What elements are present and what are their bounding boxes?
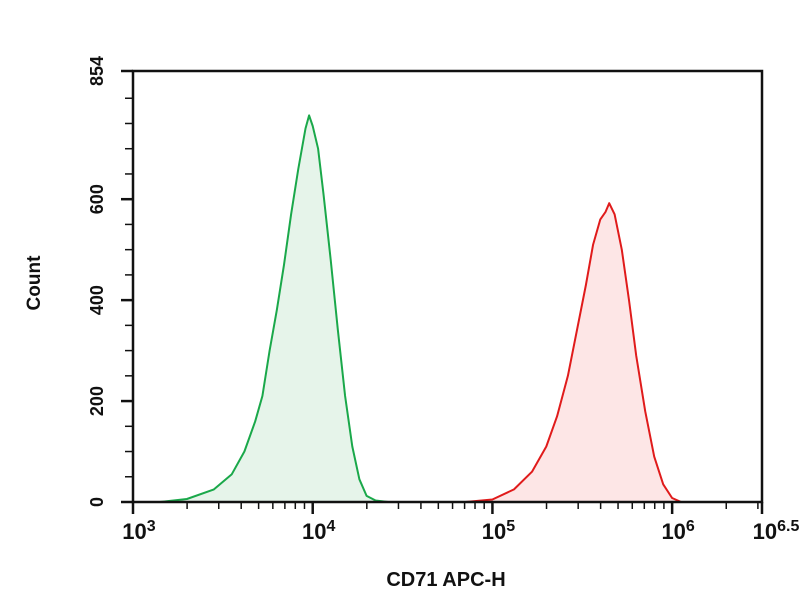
y-tick-label: 854 [87, 56, 107, 86]
y-tick-label: 200 [87, 386, 107, 416]
y-tick-label: 400 [87, 285, 107, 315]
y-axis-label: Count [24, 255, 45, 311]
axes: 0 200 400 600 854 103 104 105 106 106.5 [87, 56, 799, 544]
y-tick-label: 600 [87, 184, 107, 214]
x-tick-label: 106 [661, 518, 694, 544]
plot-frame [131, 69, 764, 504]
x-tick-label: 104 [302, 518, 335, 544]
y-tick-label: 0 [87, 497, 107, 507]
x-tick-label: 105 [482, 518, 515, 544]
x-tick-label: 103 [122, 518, 155, 544]
series-line-0 [159, 114, 389, 503]
series-layer [159, 114, 682, 503]
series-line-1 [465, 202, 682, 503]
x-tick-label: 106.5 [753, 518, 800, 544]
series-fill-0 [160, 115, 389, 503]
x-axis-label: CD71 APC-H [386, 569, 505, 591]
